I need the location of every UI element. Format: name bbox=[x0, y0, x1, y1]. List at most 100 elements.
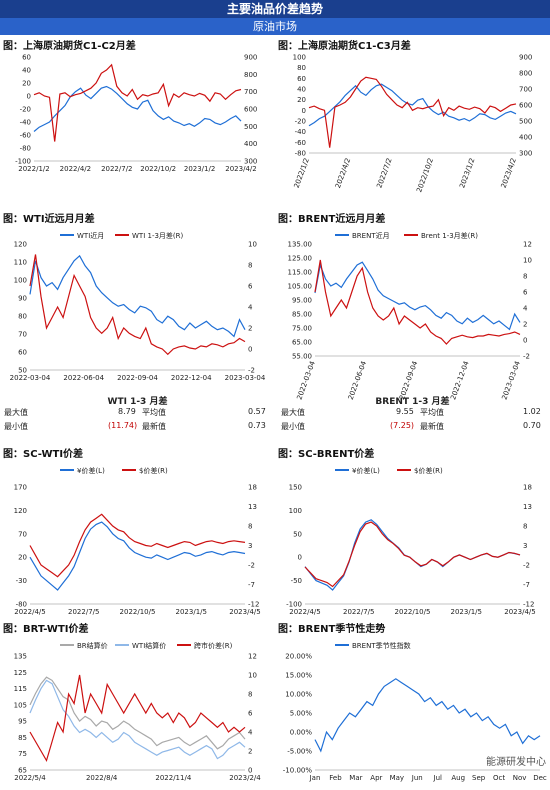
series-line bbox=[29, 254, 246, 356]
y-tick-label-left: 60 bbox=[297, 75, 306, 83]
x-tick-label: 2022-12-04 bbox=[171, 374, 212, 382]
series-line bbox=[33, 63, 242, 142]
y-tick-label-left: 50 bbox=[293, 530, 302, 538]
x-tick-label: 2023/1/5 bbox=[451, 608, 482, 616]
series-line bbox=[29, 679, 246, 760]
y-tick-label-right: 13 bbox=[523, 503, 532, 511]
y-tick-label-right: 4 bbox=[523, 305, 528, 313]
y-tick-label-right: 12 bbox=[248, 653, 257, 661]
y-tick-label-left: 135.00 bbox=[288, 241, 313, 249]
y-tick-label-left: 90 bbox=[18, 295, 27, 303]
legend-label: 跨市价差(R) bbox=[194, 641, 233, 650]
legend-label: WTI近月 bbox=[77, 231, 104, 240]
chart-c5: ¥价差(L) $价差(R) 170 120 70 20 -30 -80 18 13 8 3 -2 -7 -1… bbox=[14, 466, 261, 616]
panel-c7: 图：BRT-WTI价差 BR结算价 WTI结算价 跨市价差(R) 135 125 115 1… bbox=[0, 620, 275, 786]
y-tick-label-right: 600 bbox=[519, 102, 532, 110]
x-tick-label: 2022/7/5 bbox=[68, 608, 99, 616]
x-tick-label: 2022/1/2 bbox=[293, 157, 311, 189]
panel-c4: 图：BRENT近远月月差 BRENT近月 Brent 1-3月差(R) 135.00… bbox=[275, 210, 550, 401]
y-tick-label-right: 8 bbox=[248, 691, 252, 699]
y-tick-label-left: 150 bbox=[289, 484, 302, 492]
x-tick-label: 2022/7/2 bbox=[375, 157, 393, 189]
x-tick-label: Aug bbox=[451, 774, 465, 782]
y-tick-label-right: 13 bbox=[248, 503, 257, 511]
chart-c3: WTI近月 WTI 1-3月差(R)12011010090807060501086… bbox=[10, 231, 266, 382]
x-tick-label: Mar bbox=[349, 774, 362, 782]
x-tick-label: Apr bbox=[370, 774, 382, 782]
stat-min-label: 最小值 bbox=[281, 422, 305, 431]
y-tick-label-left: 60 bbox=[22, 54, 31, 62]
legend-label: WTI结算价 bbox=[132, 641, 166, 650]
y-tick-label-left: 50 bbox=[18, 367, 27, 375]
series-line bbox=[314, 678, 541, 753]
x-tick-label: Nov bbox=[513, 774, 527, 782]
stat-min-value: (11.74) bbox=[108, 421, 138, 430]
legend-label: ¥价差(L) bbox=[77, 466, 105, 475]
y-tick-label-right: 12 bbox=[523, 241, 532, 249]
y-tick-label-right: -2 bbox=[523, 353, 530, 361]
panel-c6: 图：SC-BRENT价差 ¥价差(L) $价差(R) 150 100 50 0 -50 -10… bbox=[275, 445, 550, 616]
stat-avg-value: 0.57 bbox=[248, 407, 266, 416]
y-tick-label-right: -2 bbox=[523, 562, 530, 570]
x-tick-label: 2023/4/5 bbox=[504, 608, 535, 616]
y-tick-label-left: 0 bbox=[27, 93, 31, 101]
x-tick-label: 2022/4/5 bbox=[289, 608, 320, 616]
y-tick-label-right: -2 bbox=[248, 562, 255, 570]
y-tick-label-left: 20.00% bbox=[285, 653, 312, 661]
chart-c2: 100 80 60 40 20 0 -20 -40 -60 -80 900 800 700 600 500 4… bbox=[293, 54, 533, 194]
legend-label: BRENT季节性指数 bbox=[352, 641, 411, 650]
series-line bbox=[314, 259, 521, 345]
stats-left-title: WTI 1-3 月差 bbox=[107, 397, 168, 407]
series-line bbox=[29, 676, 246, 750]
y-tick-label-right: 18 bbox=[523, 484, 532, 492]
stat-latest-label: 最新值 bbox=[142, 422, 166, 431]
y-tick-label-left: 65.00 bbox=[292, 339, 312, 347]
y-tick-label-right: 8 bbox=[248, 262, 252, 270]
legend-label: BR结算价 bbox=[77, 641, 108, 650]
legend-label: ¥价差(L) bbox=[352, 466, 380, 475]
x-tick-label: 2022/4/5 bbox=[14, 608, 45, 616]
x-tick-label: Sep bbox=[472, 774, 486, 782]
page-banner-title: 主要油品价差趋势 bbox=[0, 0, 550, 18]
chart-title: 图：WTI近远月月差 bbox=[3, 214, 95, 225]
chart-title: 图：SC-WTI价差 bbox=[3, 449, 84, 460]
chart-c4: BRENT近月 Brent 1-3月差(R) 135.00 125.00 115.00 1… bbox=[288, 231, 532, 401]
y-tick-label-left: -20 bbox=[295, 118, 306, 126]
x-tick-label: Dec bbox=[533, 774, 547, 782]
y-tick-label-left: 125.00 bbox=[288, 255, 313, 263]
y-tick-label-left: 115.00 bbox=[288, 269, 313, 277]
stat-max-value: 9.55 bbox=[396, 407, 414, 416]
page-banner-subtitle: 原油市场 bbox=[0, 18, 550, 35]
y-tick-label-right: 800 bbox=[519, 70, 532, 78]
panel-c1: 图：上海原油期货C1-C2月差 60 40 20 0 -20 -40 -60 -80 -100 9… bbox=[0, 37, 275, 197]
stat-latest-value: 0.73 bbox=[248, 421, 266, 430]
y-tick-label-left: -60 bbox=[295, 139, 306, 147]
y-tick-label-left: 20 bbox=[297, 96, 306, 104]
y-tick-label-right: 700 bbox=[519, 86, 532, 94]
y-tick-label-right: 6 bbox=[248, 283, 253, 291]
y-tick-label-right: 500 bbox=[519, 118, 532, 126]
y-tick-label-left: 65 bbox=[18, 767, 27, 775]
y-tick-label-right: -7 bbox=[248, 581, 255, 589]
x-tick-label: 2023/4/5 bbox=[229, 608, 260, 616]
y-tick-label-left: 125 bbox=[14, 669, 27, 677]
chart-title: 图：BRENT季节性走势 bbox=[278, 624, 386, 635]
y-tick-label-left: 0 bbox=[302, 107, 306, 115]
y-tick-label-left: 120 bbox=[14, 241, 27, 249]
y-tick-label-right: 800 bbox=[244, 71, 257, 79]
y-tick-label-right: 10 bbox=[248, 241, 257, 249]
y-tick-label-left: 120 bbox=[14, 507, 27, 515]
y-tick-label-left: 135 bbox=[14, 653, 27, 661]
stat-latest-label: 最新值 bbox=[420, 422, 444, 431]
watermark-text: 能源研发中心 bbox=[486, 757, 546, 768]
chart-title: 图：BRENT近远月月差 bbox=[278, 214, 386, 225]
x-tick-label: Feb bbox=[329, 774, 342, 782]
y-tick-label-right: 8 bbox=[248, 523, 252, 531]
x-tick-label: 2022/8/4 bbox=[86, 774, 118, 782]
x-tick-label: 2023/1/2 bbox=[184, 165, 215, 173]
y-tick-label-left: 55.00 bbox=[292, 353, 312, 361]
y-tick-label-left: 0 bbox=[298, 554, 302, 562]
x-tick-label: Jan bbox=[309, 774, 321, 782]
y-tick-label-left: -50 bbox=[291, 577, 302, 585]
y-tick-label-right: 900 bbox=[244, 54, 257, 62]
